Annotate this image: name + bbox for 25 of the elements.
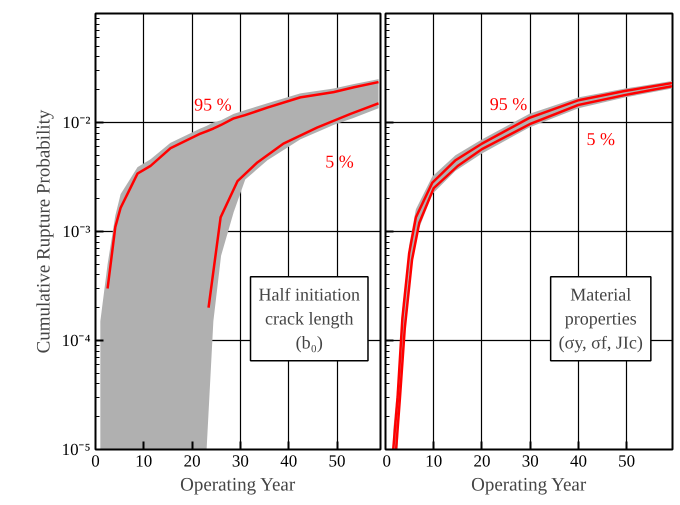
- x-tick-label: 50: [618, 452, 636, 470]
- series-label: 5 %: [586, 128, 615, 149]
- x-axis-title: Operating Year: [471, 474, 587, 496]
- x-tick-label: 0: [91, 452, 100, 470]
- y-tick-label: 10⁻⁵: [62, 440, 91, 459]
- y-tick-label: 10⁻⁴: [62, 331, 91, 350]
- series-label: 5 %: [325, 151, 354, 172]
- annotation: Material properties (σy, σf, JIc): [558, 284, 643, 353]
- x-tick-label: 40: [280, 452, 298, 470]
- annotation: Half initiation crack length (b₀): [258, 284, 360, 353]
- x-tick-label: 20: [473, 452, 490, 470]
- x-tick-label: 50: [328, 452, 346, 470]
- x-tick-label: 10: [135, 452, 152, 470]
- x-tick-label: 0: [382, 452, 391, 470]
- x-tick-label: 30: [232, 452, 249, 470]
- x-tick-label: 10: [425, 452, 442, 470]
- series-label: 95 %: [194, 94, 232, 114]
- x-axis-title: Operating Year: [180, 474, 296, 496]
- y-tick-label: 10⁻²: [62, 113, 91, 132]
- series-label: 95 %: [490, 94, 528, 114]
- x-tick-label: 20: [184, 452, 201, 470]
- x-tick-label: 30: [522, 452, 539, 470]
- y-axis-title: Cumulative Rupture Probability: [34, 109, 55, 354]
- y-tick-label: 10⁻³: [62, 222, 91, 241]
- x-tick-label: 40: [570, 452, 587, 470]
